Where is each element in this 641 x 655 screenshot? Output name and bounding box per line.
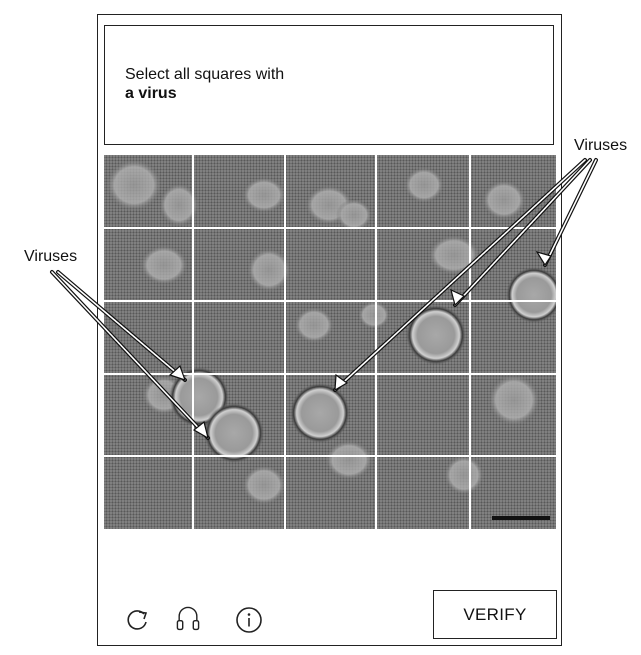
grid-cell[interactable] [193, 155, 285, 228]
grid-cell[interactable] [285, 228, 376, 301]
grid-cell[interactable] [376, 228, 470, 301]
instruction-text: Select all squares with [125, 66, 285, 83]
grid-cell[interactable] [470, 456, 556, 529]
grid-cell[interactable] [285, 456, 376, 529]
scale-bar [492, 516, 550, 520]
grid-cell[interactable] [285, 374, 376, 456]
grid-cell[interactable] [104, 456, 193, 529]
grid-cell[interactable] [376, 155, 470, 228]
grid-cell[interactable] [470, 155, 556, 228]
instruction-target: a virus [125, 85, 177, 102]
grid-cell[interactable] [285, 301, 376, 374]
grid-cell[interactable] [104, 374, 193, 456]
info-icon[interactable] [234, 605, 264, 635]
grid-cell[interactable] [193, 456, 285, 529]
grid-cell[interactable] [285, 155, 376, 228]
grid-cell[interactable] [376, 456, 470, 529]
grid-cell[interactable] [376, 301, 470, 374]
headphones-icon[interactable] [173, 603, 203, 633]
verify-button[interactable]: VERIFY [433, 590, 557, 639]
grid-cell[interactable] [470, 301, 556, 374]
grid-cells [104, 155, 556, 529]
grid-cell[interactable] [470, 374, 556, 456]
refresh-icon[interactable] [122, 605, 152, 635]
grid-cell[interactable] [193, 301, 285, 374]
grid-cell[interactable] [376, 374, 470, 456]
instruction-box: Select all squares with a virus [104, 25, 554, 145]
grid-cell[interactable] [193, 228, 285, 301]
grid-cell[interactable] [193, 374, 285, 456]
grid-cell[interactable] [104, 155, 193, 228]
callout-label-left: Viruses [24, 248, 78, 265]
grid-cell[interactable] [470, 228, 556, 301]
grid-cell[interactable] [104, 301, 193, 374]
callout-label-right: Viruses [574, 137, 628, 154]
grid-cell[interactable] [104, 228, 193, 301]
